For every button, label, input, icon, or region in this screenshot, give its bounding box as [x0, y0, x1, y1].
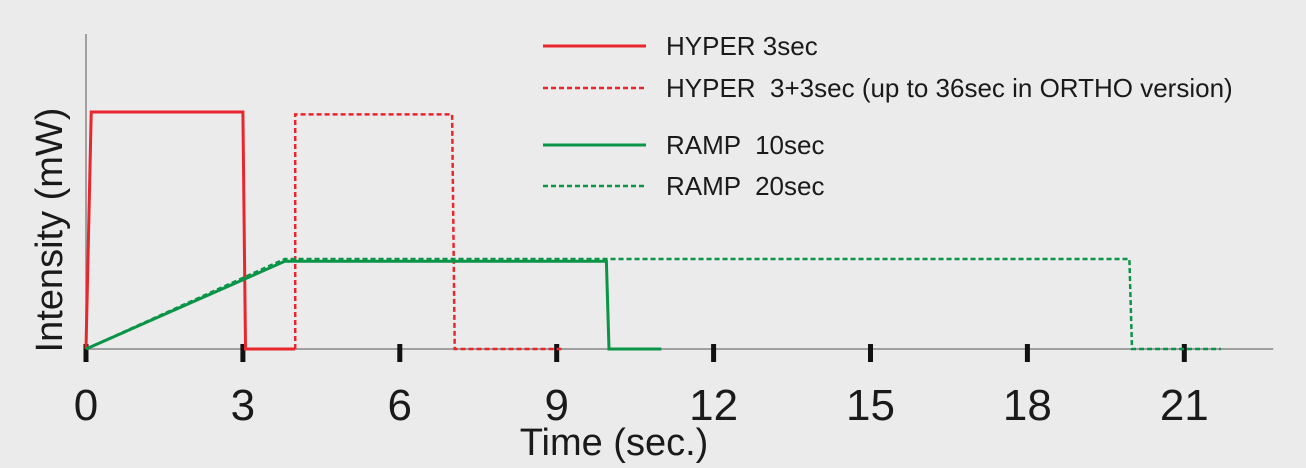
legend-label-2: HYPER 3+3sec (up to 36sec in ORTHO versi… [666, 73, 1233, 103]
x-tick-label: 0 [74, 381, 98, 430]
series-line-2 [293, 113, 562, 351]
legend-label-4: RAMP 20sec [666, 171, 824, 201]
x-tick-label: 12 [689, 381, 738, 430]
series-line-1 [84, 110, 296, 351]
legend: HYPER 3sec HYPER 3+3sec (up to 36sec in O… [543, 31, 1233, 201]
y-axis-title: Intensity (mW) [29, 108, 71, 353]
legend-label-3: RAMP 10sec [666, 130, 824, 160]
series-line-4 [85, 257, 1221, 351]
x-tick-label: 3 [231, 381, 255, 430]
x-tick-label: 6 [388, 381, 412, 430]
axes: 0 3 6 9 12 15 18 21 [74, 34, 1274, 430]
x-tick-labels: 0 3 6 9 12 15 18 21 [74, 381, 1209, 430]
x-tick-label: 21 [1160, 381, 1209, 430]
x-tick-label: 15 [846, 381, 895, 430]
x-axis-title: Time (sec.) [520, 422, 709, 464]
x-ticks [83, 344, 1187, 362]
x-tick-label: 9 [544, 381, 568, 430]
series-group [84, 110, 1221, 351]
legend-label-1: HYPER 3sec [666, 31, 818, 61]
series-line-3 [85, 259, 662, 351]
x-tick-label: 18 [1003, 381, 1052, 430]
